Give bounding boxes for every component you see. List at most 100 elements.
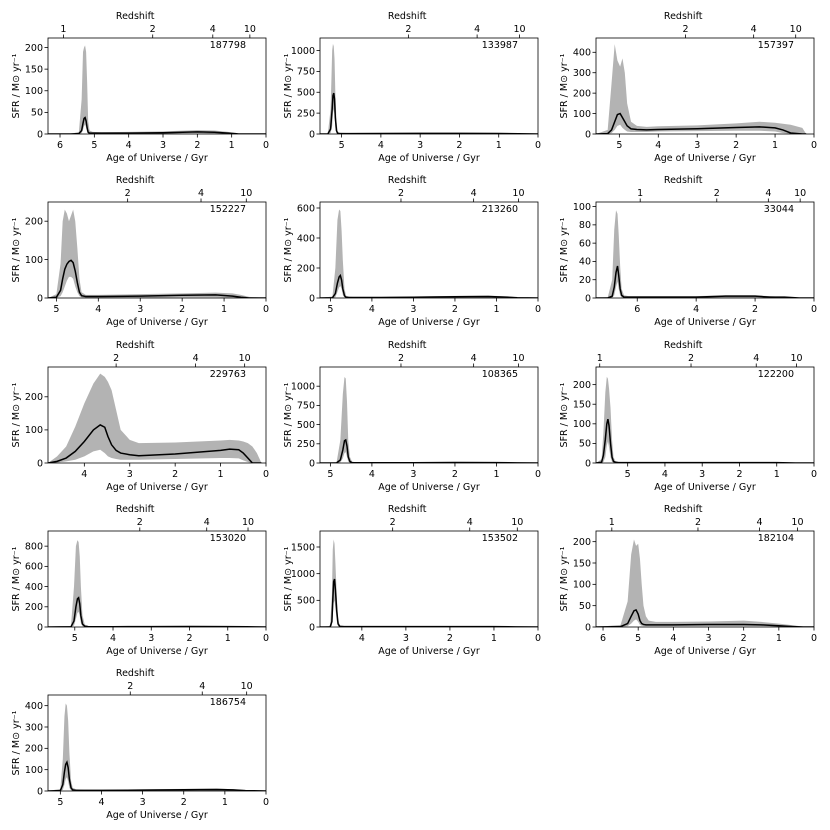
redshift-tick-label: 10: [239, 353, 251, 364]
y-axis-label: SFR / M⊙ yr⁻¹: [559, 53, 570, 118]
y-tick-label: 250: [297, 108, 315, 119]
redshift-axis-label: Redshift: [388, 175, 427, 186]
redshift-tick-label: 4: [467, 517, 473, 528]
y-tick-label: 150: [573, 400, 591, 411]
y-tick-label: 600: [25, 562, 43, 573]
x-tick-label: 4: [95, 304, 101, 315]
redshift-tick-label: 4: [471, 353, 477, 364]
y-tick-label: 100: [25, 86, 43, 97]
x-tick-label: 4: [662, 469, 668, 480]
y-axis-label: SFR / M⊙ yr⁻¹: [559, 382, 570, 447]
x-tick-label: 4: [126, 140, 132, 151]
x-tick-label: 1: [493, 469, 499, 480]
x-axis-label: Age of Universe / Gyr: [378, 317, 480, 328]
y-tick-label: 500: [297, 88, 315, 99]
y-tick-label: 200: [573, 537, 591, 548]
x-tick-label: 3: [410, 304, 416, 315]
y-axis-label: SFR / M⊙ yr⁻¹: [283, 53, 294, 118]
y-tick-label: 100: [573, 580, 591, 591]
redshift-tick-label: 10: [790, 24, 802, 35]
redshift-tick-label: 10: [242, 517, 254, 528]
redshift-tick-label: 1: [609, 517, 615, 528]
plot-frame: [595, 201, 815, 299]
y-tick-label: 200: [25, 217, 43, 228]
x-tick-label: 1: [221, 304, 227, 315]
y-tick-label: 60: [579, 238, 591, 249]
x-tick-label: 1: [229, 140, 235, 151]
y-axis-label: SFR / M⊙ yr⁻¹: [559, 217, 570, 282]
plot-frame: [47, 530, 267, 628]
y-tick-label: 400: [573, 48, 591, 59]
y-tick-label: 50: [31, 108, 43, 119]
x-tick-label: 2: [456, 140, 462, 151]
redshift-tick-label: 10: [790, 353, 802, 364]
redshift-tick-label: 2: [688, 353, 694, 364]
galaxy-id-label: 108365: [482, 369, 518, 380]
sfr-median-line: [320, 92, 538, 134]
redshift-axis-label: Redshift: [116, 11, 155, 22]
redshift-tick-label: 10: [512, 188, 524, 199]
redshift-tick-label: 4: [471, 188, 477, 199]
x-tick-label: 5: [327, 469, 333, 480]
y-tick-label: 0: [585, 458, 591, 469]
sfr-uncertainty-band: [48, 373, 262, 463]
sfr-uncertainty-band: [596, 44, 807, 134]
galaxy-id-label: 213260: [482, 204, 518, 215]
y-tick-label: 500: [297, 420, 315, 431]
y-axis-label: SFR / M⊙ yr⁻¹: [11, 546, 22, 611]
x-tick-label: 2: [447, 633, 453, 644]
redshift-tick-label: 2: [137, 517, 143, 528]
sfr-uncertainty-band: [320, 376, 538, 463]
sfr-median-line: [48, 424, 262, 463]
x-tick-label: 2: [194, 140, 200, 151]
x-axis-label: Age of Universe / Gyr: [654, 482, 756, 493]
x-tick-label: 5: [625, 469, 631, 480]
y-axis-label: SFR / M⊙ yr⁻¹: [11, 217, 22, 282]
redshift-axis-label: Redshift: [664, 504, 703, 515]
plot-frame: [47, 201, 267, 299]
x-tick-label: 3: [148, 633, 154, 644]
y-tick-label: 750: [297, 67, 315, 78]
x-tick-label: 0: [811, 469, 817, 480]
sfr-median-line: [596, 112, 807, 134]
x-tick-label: 2: [179, 304, 185, 315]
x-tick-label: 0: [263, 633, 269, 644]
x-tick-label: 2: [752, 304, 758, 315]
redshift-axis-label: Redshift: [116, 668, 155, 679]
y-tick-label: 200: [573, 88, 591, 99]
redshift-tick-label: 10: [244, 24, 256, 35]
y-tick-label: 0: [585, 293, 591, 304]
sfr-uncertainty-band: [48, 703, 266, 791]
redshift-tick-label: 2: [127, 681, 133, 692]
y-tick-label: 500: [297, 596, 315, 607]
y-axis-label: SFR / M⊙ yr⁻¹: [11, 53, 22, 118]
x-axis-label: Age of Universe / Gyr: [654, 646, 756, 657]
x-tick-label: 4: [655, 140, 661, 151]
sfr-median-line: [320, 438, 538, 463]
galaxy-id-label: 229763: [210, 369, 246, 380]
x-tick-label: 1: [491, 633, 497, 644]
y-tick-label: 0: [309, 293, 315, 304]
x-axis-label: Age of Universe / Gyr: [106, 810, 208, 821]
y-tick-label: 200: [25, 392, 43, 403]
redshift-tick-label: 10: [791, 517, 803, 528]
x-tick-label: 3: [410, 469, 416, 480]
x-tick-label: 2: [186, 633, 192, 644]
x-tick-label: 4: [369, 304, 375, 315]
x-tick-label: 3: [403, 633, 409, 644]
x-tick-label: 0: [535, 140, 541, 151]
x-axis-label: Age of Universe / Gyr: [378, 153, 480, 164]
x-tick-label: 3: [160, 140, 166, 151]
redshift-tick-label: 1: [597, 353, 603, 364]
x-tick-label: 6: [600, 633, 606, 644]
sfr-median-line: [48, 596, 266, 627]
redshift-tick-label: 2: [125, 188, 131, 199]
x-tick-label: 2: [736, 469, 742, 480]
redshift-axis-label: Redshift: [664, 175, 703, 186]
y-tick-label: 50: [579, 601, 591, 612]
x-tick-label: 0: [263, 797, 269, 808]
